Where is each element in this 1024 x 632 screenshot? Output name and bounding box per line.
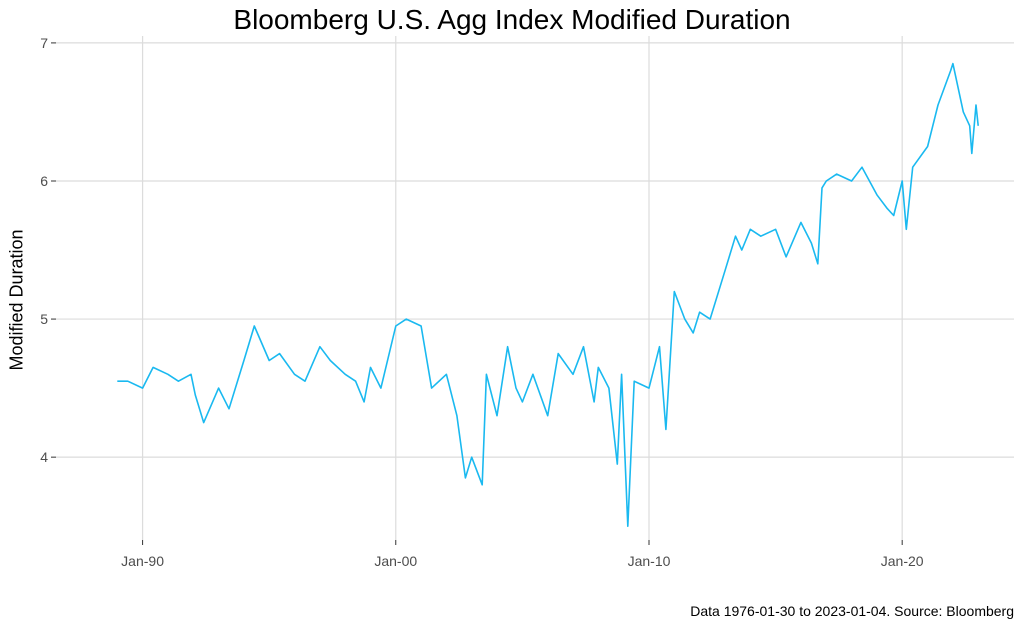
x-axis-ticks: Jan-90 Jan-00 Jan-10 Jan-20 [121, 540, 924, 569]
y-tick-label: 7 [40, 35, 48, 51]
x-tick-label: Jan-20 [881, 553, 924, 569]
y-tick-label: 6 [40, 173, 48, 189]
y-axis-ticks: 4 5 6 7 [40, 35, 56, 465]
y-tick-label: 4 [40, 449, 48, 465]
chart-caption: Data 1976-01-30 to 2023-01-04. Source: B… [690, 603, 1014, 619]
x-tick-label: Jan-90 [121, 553, 164, 569]
x-tick-label: Jan-10 [628, 553, 671, 569]
chart-title: Bloomberg U.S. Agg Index Modified Durati… [233, 4, 791, 35]
grid-lines [56, 36, 1014, 540]
duration-series-line [117, 62, 979, 527]
y-tick-label: 5 [40, 311, 48, 327]
x-tick-label: Jan-00 [374, 553, 417, 569]
